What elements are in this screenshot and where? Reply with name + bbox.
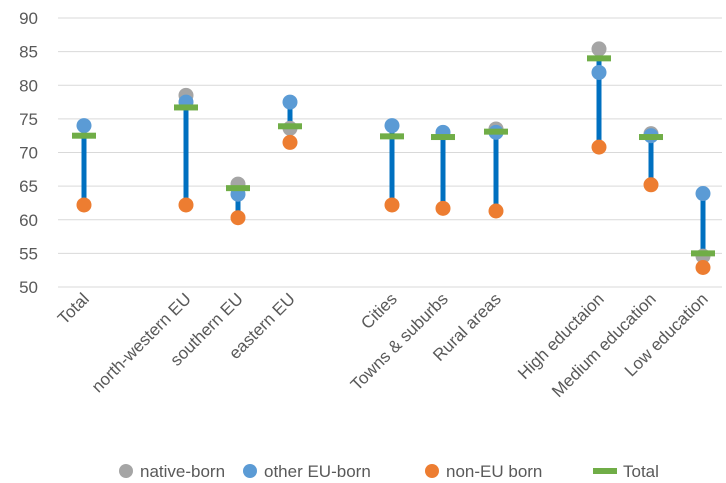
point-non-eu-born <box>488 203 504 219</box>
marker-total <box>174 104 198 111</box>
y-tick-label: 60 <box>19 211 38 230</box>
category-label: High eductaion <box>514 289 608 383</box>
marker-total <box>226 185 250 192</box>
range-bars <box>81 48 706 268</box>
legend-marker <box>425 464 439 478</box>
point-other-eu-born <box>695 186 711 202</box>
y-tick-label: 55 <box>19 244 38 263</box>
point-non-eu-born <box>695 259 711 275</box>
point-non-eu-born <box>591 139 607 155</box>
range-bar <box>389 125 395 205</box>
point-non-eu-born <box>643 177 659 193</box>
range-bar <box>700 193 706 268</box>
marker-total <box>484 128 508 135</box>
y-tick-label: 75 <box>19 110 38 129</box>
legend-label: non-EU born <box>446 462 542 481</box>
point-other-eu-born <box>282 94 298 110</box>
marker-total <box>278 123 302 130</box>
point-non-eu-born <box>230 210 246 226</box>
point-other-eu-born <box>384 118 400 134</box>
point-non-eu-born <box>282 134 298 150</box>
point-non-eu-born <box>178 197 194 213</box>
legend: native-born other EU-born non-EU born Total <box>119 462 659 481</box>
range-bar <box>596 48 602 148</box>
legend-label: native-born <box>140 462 225 481</box>
marker-total <box>639 134 663 141</box>
point-other-eu-born <box>591 64 607 80</box>
range-bar <box>183 95 189 205</box>
category-label: Towns & suburbs <box>347 289 452 394</box>
marker-total <box>587 55 611 62</box>
data-markers <box>72 41 715 275</box>
legend-marker <box>243 464 257 478</box>
legend-label: other EU-born <box>264 462 371 481</box>
range-bar <box>81 125 87 205</box>
legend-marker <box>119 464 133 478</box>
y-tick-label: 50 <box>19 278 38 297</box>
range-bar <box>440 132 446 209</box>
y-tick-label: 90 <box>19 9 38 28</box>
point-non-eu-born <box>435 200 451 216</box>
range-bar <box>493 128 499 212</box>
marker-total <box>431 134 455 141</box>
y-tick-label: 70 <box>19 144 38 163</box>
y-tick-label: 65 <box>19 177 38 196</box>
point-other-eu-born <box>76 118 92 134</box>
point-non-eu-born <box>76 197 92 213</box>
category-label: Total <box>54 289 93 328</box>
range-bar <box>648 133 654 185</box>
marker-total <box>691 250 715 257</box>
y-axis-tick-labels: 50 55 60 65 70 75 80 85 90 <box>19 9 38 297</box>
y-tick-label: 80 <box>19 76 38 95</box>
legend-marker <box>593 468 617 474</box>
y-tick-label: 85 <box>19 43 38 62</box>
point-native-born <box>591 41 607 57</box>
legend-label: Total <box>623 462 659 481</box>
point-non-eu-born <box>384 197 400 213</box>
category-label: Cities <box>357 289 400 332</box>
marker-total <box>72 132 96 139</box>
marker-total <box>380 133 404 140</box>
